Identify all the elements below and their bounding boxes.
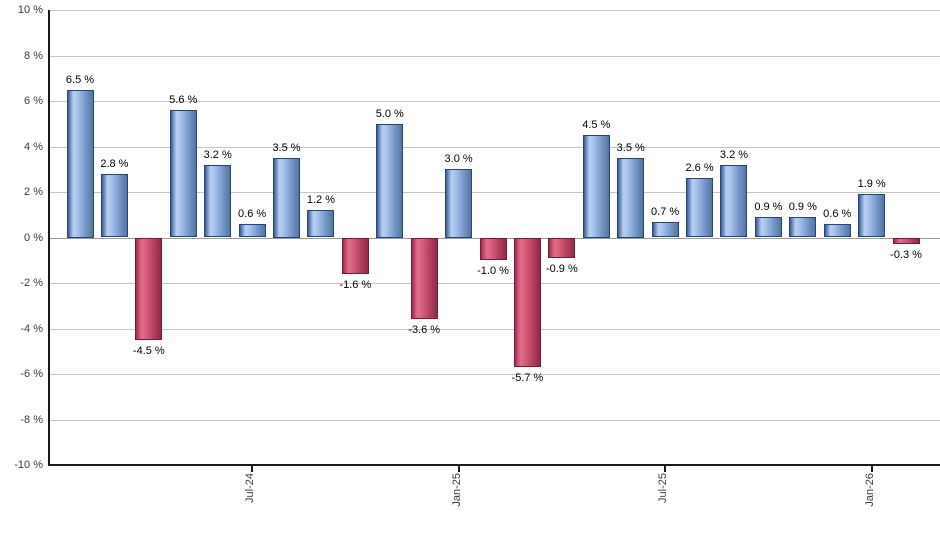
bar-Oct-24[interactable]: [341, 237, 369, 274]
bar-Nov-25[interactable]: [789, 217, 817, 238]
gridline: [49, 55, 940, 57]
y-tick-label: -2 %: [20, 277, 43, 289]
x-tick-mark: [664, 466, 667, 472]
bar-Aug-24[interactable]: [273, 157, 301, 238]
bar-value-label: 0.9 %: [788, 201, 817, 214]
x-tick-label: Jul-24: [244, 473, 257, 503]
bar-value-label: -0.3 %: [890, 249, 922, 262]
bar-value-label: -5.7 %: [511, 372, 544, 385]
bar-Feb-25[interactable]: [479, 237, 507, 261]
bar-Jan-25[interactable]: [445, 169, 473, 238]
x-tick-mark: [457, 466, 460, 472]
bar-Feb-24[interactable]: [66, 89, 94, 238]
bar-value-label: 0.6 %: [238, 207, 267, 220]
bar-Oct-25[interactable]: [754, 217, 782, 238]
y-tick-label: 4 %: [24, 140, 43, 153]
x-axis-line: [48, 464, 940, 466]
gridline: [49, 283, 940, 284]
y-tick-label: 8 %: [24, 49, 43, 62]
gridline: [49, 10, 940, 11]
y-tick-label: -8 %: [20, 413, 43, 426]
bar-Mar-24[interactable]: [100, 173, 128, 238]
bar-Mar-25[interactable]: [513, 237, 541, 368]
bar-value-label: 6.5 %: [65, 73, 95, 86]
x-tick-mark: [870, 466, 873, 472]
bar-Sep-24[interactable]: [307, 210, 335, 238]
gridline: [49, 192, 940, 193]
bar-value-label: 3.2 %: [719, 148, 749, 161]
bar-value-label: -1.6 %: [339, 278, 372, 291]
y-tick-label: 6 %: [24, 95, 43, 107]
bar-value-label: 3.2 %: [203, 148, 232, 161]
bar-value-label: 5.0 %: [375, 107, 404, 120]
bar-value-label: 0.9 %: [754, 201, 783, 214]
gridline: [49, 374, 940, 375]
x-tick-label: Jan-26: [863, 473, 876, 507]
bar-value-label: 1.2 %: [306, 194, 335, 207]
bar-value-label: 3.5 %: [616, 141, 645, 154]
x-tick-label: Jul-25: [657, 473, 670, 503]
bar-value-label: 3.0 %: [444, 153, 473, 166]
bar-value-label: 5.6 %: [169, 94, 198, 107]
bar-Feb-26[interactable]: [892, 237, 920, 245]
bar-Jun-25[interactable]: [617, 157, 645, 238]
y-axis-line: [48, 10, 50, 466]
plot-area: 6.5 % 2.8 % -4.5 % 5.6 % 3.2 % 0.6 % 3.5 % 1.2 …: [49, 10, 940, 465]
bar-Apr-24[interactable]: [135, 237, 163, 340]
bar-value-label: 0.6 %: [823, 207, 852, 220]
bar-value-label: 2.8 %: [100, 157, 129, 170]
bar-value-label: 0.7 %: [651, 205, 680, 218]
bar-value-label: 2.6 %: [685, 162, 714, 175]
bar-May-24[interactable]: [169, 110, 197, 238]
y-tick-label: -10 %: [14, 459, 43, 471]
gridline: [49, 419, 940, 421]
bar-Jun-24[interactable]: [204, 164, 232, 238]
bar-Nov-24[interactable]: [376, 123, 404, 238]
y-tick-label: 2 %: [24, 186, 43, 198]
bar-Sep-25[interactable]: [720, 164, 748, 238]
bar-value-label: 1.9 %: [857, 178, 886, 191]
x-tick-label: Jan-25: [450, 473, 463, 507]
y-tick-label: -6 %: [20, 368, 43, 380]
bar-Jul-25[interactable]: [651, 221, 679, 238]
gridline: [49, 146, 940, 148]
gridline: [49, 328, 940, 330]
bar-value-label: -0.9 %: [545, 262, 578, 275]
bar-value-label: 4.5 %: [582, 119, 611, 132]
gridline: [49, 101, 940, 102]
bar-Jul-24[interactable]: [238, 223, 266, 238]
bar-Apr-25[interactable]: [548, 237, 576, 258]
bar-value-label: 3.5 %: [272, 141, 301, 154]
bar-Aug-25[interactable]: [686, 178, 714, 238]
y-tick-label: 10 %: [17, 4, 43, 16]
bar-Dec-25[interactable]: [823, 223, 851, 238]
y-tick-label: -4 %: [20, 322, 43, 335]
bar-value-label: -3.6 %: [408, 324, 441, 337]
x-tick-mark: [251, 466, 254, 472]
bar-value-label: -1.0 %: [477, 265, 509, 278]
bar-May-25[interactable]: [582, 135, 610, 238]
bar-value-label: -4.5 %: [132, 344, 165, 357]
bar-Jan-26[interactable]: [858, 194, 886, 238]
bar-Dec-24[interactable]: [410, 237, 438, 320]
y-tick-label: 0 %: [24, 231, 43, 244]
